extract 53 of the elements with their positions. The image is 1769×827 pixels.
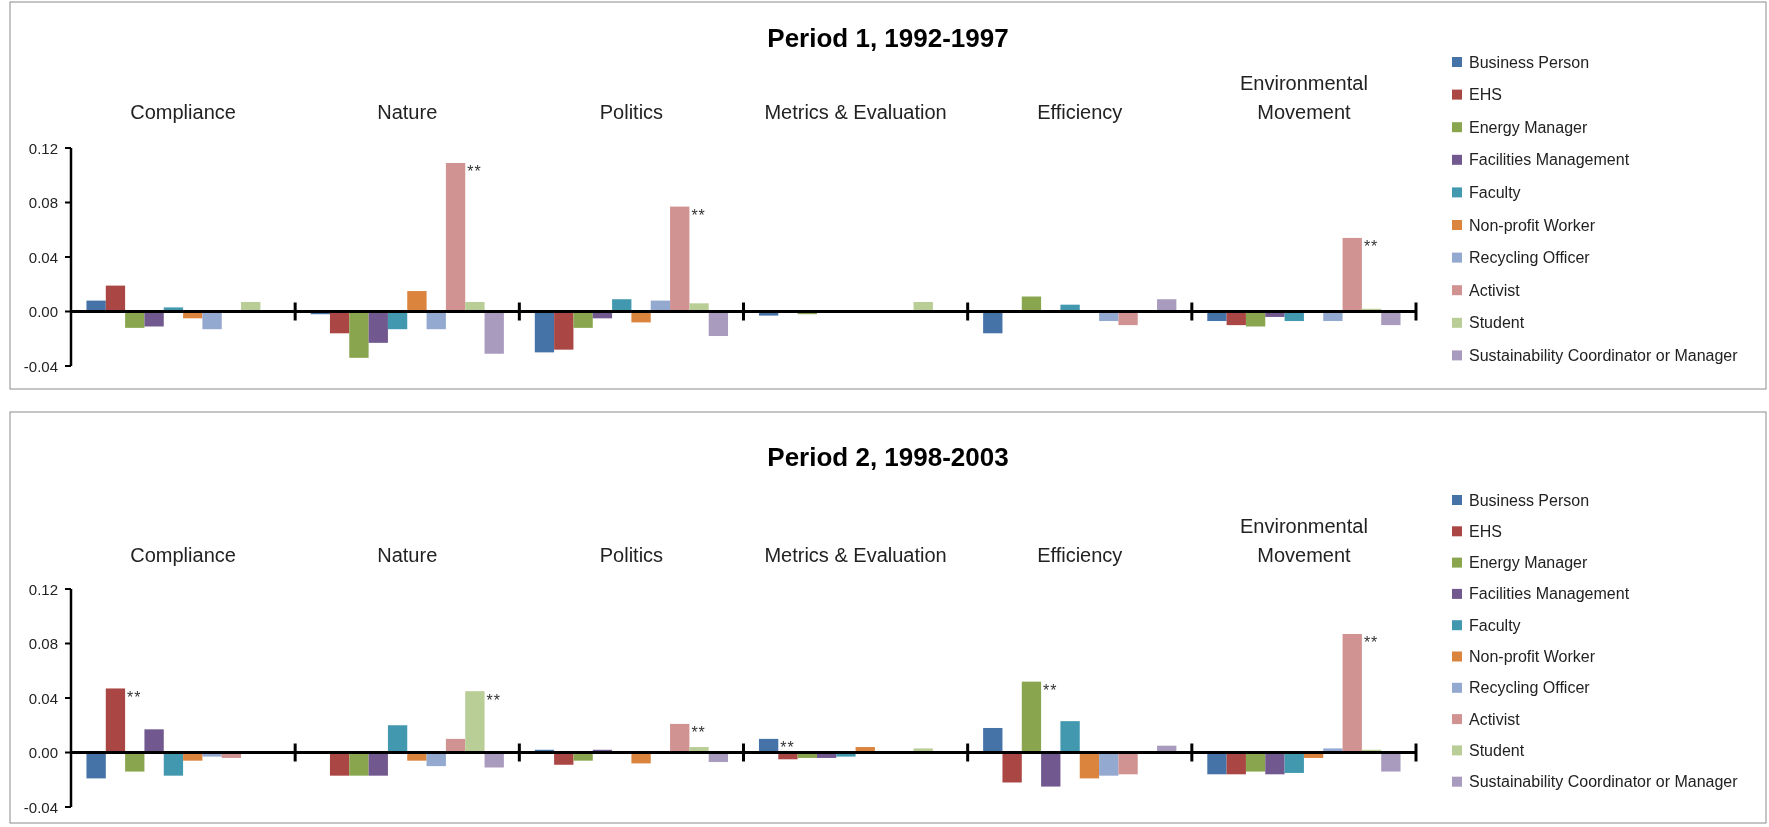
y-tick-label: 0.08	[28, 194, 58, 211]
y-tick-label: 0.12	[28, 580, 58, 598]
y-tick-label: 0.08	[28, 635, 58, 652]
data-label: **	[486, 691, 501, 709]
chart-title: Period 2, 1998-2003	[767, 442, 1009, 472]
legend-label: Sustainability Coordinator or Manager	[1469, 773, 1739, 791]
legend-label: Sustainability Coordinator or Manager	[1469, 346, 1739, 364]
legend-label: Faculty	[1469, 616, 1521, 634]
x-tick-label: Nature	[377, 101, 438, 123]
legend-label: Facilities Management	[1469, 585, 1630, 603]
data-label: **	[780, 739, 795, 757]
y-tick-label: 0.04	[28, 689, 58, 707]
legend-label: Recycling Officer	[1469, 249, 1591, 267]
y-tick-label: 0.00	[28, 303, 58, 320]
y-tick-label: 0.04	[28, 248, 58, 266]
legend-label: Student	[1469, 741, 1525, 759]
legend-label: Non-profit Worker	[1469, 216, 1596, 234]
legend-label: Facilities Management	[1469, 151, 1630, 169]
legend-label: Energy Manager	[1469, 554, 1588, 572]
legend-label: Business Person	[1469, 491, 1590, 509]
x-tick-label: Efficiency	[1037, 101, 1123, 123]
legend-label: Activist	[1469, 710, 1521, 728]
x-tick-label: Politics	[599, 101, 664, 123]
data-label: **	[467, 163, 482, 181]
legend-label: EHS	[1469, 522, 1502, 540]
chart-title: Period 1, 1992-1997	[767, 23, 1009, 53]
x-tick-label: Metrics & Evaluation	[764, 101, 947, 123]
x-tick-label: Efficiency	[1037, 544, 1123, 566]
x-tick-label: Compliance	[130, 544, 236, 566]
legend-label: Recycling Officer	[1469, 679, 1591, 697]
data-label: **	[127, 688, 142, 706]
legend-label: Faculty	[1469, 183, 1521, 201]
data-label: **	[1363, 238, 1379, 256]
legend-label: Energy Manager	[1469, 118, 1588, 136]
legend-label: Student	[1469, 314, 1525, 332]
y-tick-label: 0.00	[28, 744, 58, 761]
data-label: **	[691, 724, 706, 742]
legend-label: Activist	[1469, 281, 1521, 299]
y-tick-label: 0.12	[28, 139, 58, 157]
data-label: **	[1363, 634, 1379, 652]
y-tick-label: -0.04	[23, 798, 58, 816]
x-tick-label: Environmental Movement	[1239, 72, 1368, 123]
x-tick-label: Compliance	[130, 101, 236, 123]
x-tick-label: Metrics & Evaluation	[764, 544, 947, 566]
x-tick-label: Environmental Movement	[1239, 515, 1368, 566]
x-tick-label: Politics	[599, 544, 664, 566]
legend-label: Non-profit Worker	[1469, 648, 1596, 665]
data-label: **	[691, 207, 706, 225]
legend-label: EHS	[1469, 86, 1502, 104]
y-tick-label: -0.04	[23, 357, 58, 375]
data-label: **	[1043, 682, 1058, 700]
legend-label: Business Person	[1469, 53, 1590, 71]
x-tick-label: Nature	[377, 544, 438, 566]
